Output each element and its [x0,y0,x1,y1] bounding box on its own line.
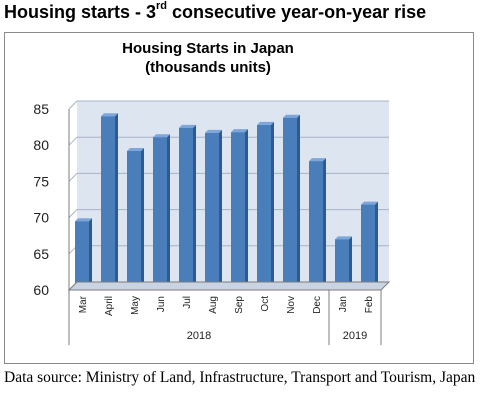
x-tick-label: Sep [234,296,245,314]
bar-side [323,158,326,290]
headline-prefix: Housing starts - 3 [4,2,157,22]
bar [309,161,323,290]
bar-top [127,147,144,151]
bar-top [361,201,378,205]
bar-side [89,218,92,290]
gridline-slant [68,209,78,218]
x-tick-label: Jun [156,296,167,312]
x-tick-label: Jan [338,296,349,312]
bar-top [283,114,300,118]
y-tick-label: 70 [33,210,49,226]
bar-top [231,129,248,133]
headline-suffix: consecutive year-on-year rise [167,2,427,22]
y-tick-label: 60 [33,282,49,298]
x-tick-label: Jul [182,296,193,309]
bar-top [101,113,118,117]
x-tick-label: Feb [364,296,375,314]
bar-top [153,134,170,138]
x-tick-label: Dec [312,296,323,314]
x-tick-label: April [104,296,115,316]
bar [361,204,375,290]
bar-side [271,121,274,290]
labels: 60 65 70 75 80 85 Mar April May Jun Jul Aug Sep Oct No… [33,40,375,342]
bar [335,239,349,290]
bar-top [179,124,196,128]
bar-side [245,129,248,290]
bar-side [141,147,144,290]
bar [205,132,219,290]
housing-starts-chart: 60 65 70 75 80 85 Mar April May Jun Jul Aug Sep Oct No… [33,40,391,345]
gridline-slant [68,173,78,182]
bar-top [309,158,326,162]
bar-top [75,218,92,222]
bar [257,124,271,290]
x-tick-label: Nov [286,296,297,314]
bar-top [205,129,222,133]
group-label: 2018 [187,330,211,342]
bar [283,117,297,290]
chart-title-line: Housing Starts in Japan [122,40,294,57]
gridline-slant [68,100,78,110]
group-label: 2019 [343,330,367,342]
bar-top [257,121,274,125]
y-tick-label: 75 [33,173,49,189]
bar-side [193,124,196,290]
bar-side [297,114,300,290]
headline: Housing starts - 3rd consecutive year-on… [4,0,427,23]
bar [101,116,115,291]
bar [153,137,167,290]
bar [127,150,141,290]
y-tick-label: 85 [33,101,49,117]
headline-superscript: rd [156,0,168,12]
plot-floor [67,281,391,291]
x-tick-label: May [130,296,141,315]
bar-top [335,236,352,240]
bar-side [375,201,378,290]
bar [179,127,193,290]
x-tick-label: Mar [78,295,89,313]
bar-side [219,129,222,290]
y-tick-label: 80 [33,137,49,153]
x-tick-label: Aug [208,296,219,314]
source-note: Data source: Ministry of Land, Infrastru… [4,369,476,386]
chart-panel: 60 65 70 75 80 85 Mar April May Jun Jul Aug Sep Oct No… [4,32,474,364]
gridline-slant [68,136,78,146]
chart-title-line: (thousands units) [145,59,271,76]
bar-side [115,113,118,291]
bar-side [167,134,170,290]
bar-side [349,236,352,290]
bar [75,221,89,290]
bars [75,113,378,291]
bar [231,132,245,290]
x-tick-label: Oct [260,296,271,312]
y-tick-label: 65 [33,246,49,262]
axes [67,109,391,345]
